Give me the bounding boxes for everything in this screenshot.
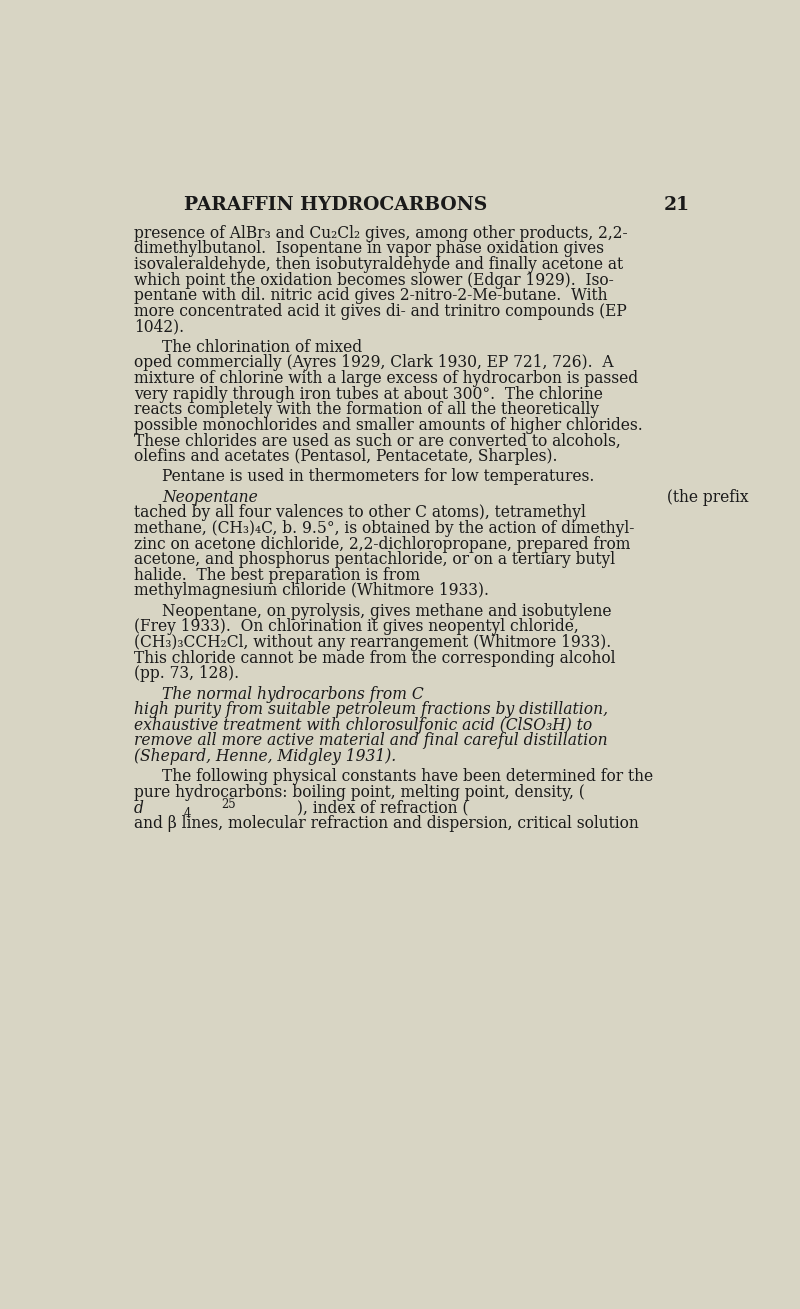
Text: very rapidly through iron tubes at about 300°.  The chlorine: very rapidly through iron tubes at about… [134, 386, 603, 403]
Text: olefins and acetates (Pentasol, Pentacetate, Sharples).: olefins and acetates (Pentasol, Pentacet… [134, 448, 558, 465]
Text: high purity from suitable petroleum fractions by distillation,: high purity from suitable petroleum frac… [134, 702, 608, 719]
Text: halide.  The best preparation is from: halide. The best preparation is from [134, 567, 425, 584]
Text: tached by all four valences to other C atoms), tetramethyl: tached by all four valences to other C a… [134, 504, 586, 521]
Text: acetone, and phosphorus pentachloride, or on a tertiary butyl: acetone, and phosphorus pentachloride, o… [134, 551, 615, 568]
Text: isovaleraldehyde, then isobutyraldehyde and finally acetone at: isovaleraldehyde, then isobutyraldehyde … [134, 257, 623, 274]
Text: PARAFFIN HYDROCARBONS: PARAFFIN HYDROCARBONS [184, 196, 487, 215]
Text: dimethylbutanol.  Isopentane in vapor phase oxidation gives: dimethylbutanol. Isopentane in vapor pha… [134, 241, 604, 258]
Text: The following physical constants have been determined for the: The following physical constants have be… [162, 768, 653, 785]
Text: Neopentane: Neopentane [162, 488, 258, 505]
Text: This chloride cannot be made from the corresponding alcohol: This chloride cannot be made from the co… [134, 649, 616, 666]
Text: presence of AlBr₃ and Cu₂Cl₂ gives, among other products, 2,2-: presence of AlBr₃ and Cu₂Cl₂ gives, amon… [134, 225, 628, 242]
Text: 4: 4 [184, 806, 191, 819]
Text: 1042).: 1042). [134, 318, 184, 335]
Text: methylmagnesium chloride (Whitmore 1933).: methylmagnesium chloride (Whitmore 1933)… [134, 583, 489, 600]
Text: reacts completely with the formation of all the theoretically: reacts completely with the formation of … [134, 402, 599, 419]
Text: The normal hydrocarbons from C: The normal hydrocarbons from C [162, 686, 424, 703]
Text: (CH₃)₃CCH₂Cl, without any rearrangement (Whitmore 1933).: (CH₃)₃CCH₂Cl, without any rearrangement … [134, 634, 611, 651]
Text: 25: 25 [222, 797, 236, 810]
Text: possible monochlorides and smaller amounts of higher chlorides.: possible monochlorides and smaller amoun… [134, 416, 643, 433]
Text: more concentrated acid it gives di- and trinitro compounds (EP: more concentrated acid it gives di- and … [134, 302, 627, 319]
Text: which point the oxidation becomes slower (Edgar 1929).  Iso-: which point the oxidation becomes slower… [134, 271, 614, 288]
Text: mixture of chlorine with a large excess of hydrocarbon is passed: mixture of chlorine with a large excess … [134, 370, 638, 387]
Text: ), index of refraction (: ), index of refraction ( [297, 800, 468, 817]
Text: pure hydrocarbons: boiling point, melting point, density, (: pure hydrocarbons: boiling point, meltin… [134, 784, 585, 801]
Text: oped commercially (Ayres 1929, Clark 1930, EP 721, 726).  A: oped commercially (Ayres 1929, Clark 193… [134, 355, 614, 372]
Text: (pp. 73, 128).: (pp. 73, 128). [134, 665, 239, 682]
Text: exhaustive treatment with chlorosulfonic acid (ClSO₃H) to: exhaustive treatment with chlorosulfonic… [134, 717, 592, 734]
Text: d: d [134, 800, 144, 817]
Text: (the prefix: (the prefix [662, 488, 754, 505]
Text: and β lines, molecular refraction and dispersion, critical solution: and β lines, molecular refraction and di… [134, 816, 639, 833]
Text: (Shepard, Henne, Midgley 1931).: (Shepard, Henne, Midgley 1931). [134, 747, 396, 764]
Text: pentane with dil. nitric acid gives 2-nitro-2-Me-butane.  With: pentane with dil. nitric acid gives 2-ni… [134, 287, 608, 304]
Text: (Frey 1933).  On chlorination it gives neopentyl chloride,: (Frey 1933). On chlorination it gives ne… [134, 618, 579, 635]
Text: remove all more active material and final careful distillation: remove all more active material and fina… [134, 733, 608, 750]
Text: 21: 21 [663, 196, 690, 215]
Text: Pentane is used in thermometers for low temperatures.: Pentane is used in thermometers for low … [162, 469, 594, 486]
Text: zinc on acetone dichloride, 2,2-dichloropropane, prepared from: zinc on acetone dichloride, 2,2-dichloro… [134, 535, 630, 552]
Text: Neopentane, on pyrolysis, gives methane and isobutylene: Neopentane, on pyrolysis, gives methane … [162, 602, 611, 619]
Text: methane, (CH₃)₄C, b. 9.5°, is obtained by the action of dimethyl-: methane, (CH₃)₄C, b. 9.5°, is obtained b… [134, 520, 634, 537]
Text: The chlorination of mixed: The chlorination of mixed [162, 339, 367, 356]
Text: These chlorides are used as such or are converted to alcohols,: These chlorides are used as such or are … [134, 432, 621, 449]
